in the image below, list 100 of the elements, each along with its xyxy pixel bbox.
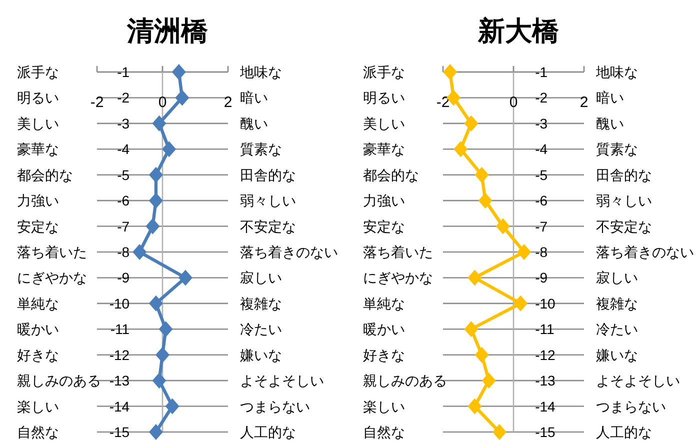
point <box>148 295 163 312</box>
text: つまらない <box>596 398 666 414</box>
text: 好きな <box>17 346 59 363</box>
text: 力強い <box>17 192 59 209</box>
text: 力強い <box>363 192 405 209</box>
text: 安定な <box>363 218 405 234</box>
point <box>517 244 532 260</box>
text: 落ち着いた <box>17 244 87 260</box>
text: 美しい <box>17 115 59 132</box>
text: 楽しい <box>17 398 59 414</box>
point <box>464 115 478 132</box>
y-tick-label: -8 <box>535 244 548 260</box>
text: 好きな <box>363 346 405 363</box>
y-tick-label: -3 <box>117 115 130 132</box>
text: 単純な <box>17 295 59 312</box>
text: 安定な <box>17 218 59 234</box>
text: 明るい <box>363 90 405 106</box>
point <box>152 115 166 132</box>
y-tick-label: -12 <box>109 346 130 363</box>
point <box>454 141 468 158</box>
x-tick-label: -2 <box>90 94 104 111</box>
text: 派手な <box>363 64 405 80</box>
point <box>162 141 176 158</box>
text: 暖かい <box>17 321 59 338</box>
y-tick-label: -4 <box>117 141 130 158</box>
y-tick-label: -15 <box>535 424 556 440</box>
text: 自然な <box>363 424 405 440</box>
y-tick-label: -9 <box>117 270 130 286</box>
y-tick-label: -6 <box>117 192 130 209</box>
text: 派手な <box>17 64 59 80</box>
point <box>464 321 478 338</box>
text: 寂しい <box>596 270 638 286</box>
point <box>132 244 147 260</box>
text: 弱々しい <box>596 192 652 209</box>
text: 人工的な <box>240 424 296 440</box>
text: 地味な <box>595 64 638 80</box>
text: 暗い <box>240 90 268 106</box>
y-tick-label: -14 <box>535 398 556 414</box>
text: 都会的な <box>17 166 73 183</box>
y-tick-label: -1 <box>535 64 548 80</box>
text: 醜い <box>240 115 268 132</box>
y-tick-label: -7 <box>535 218 548 234</box>
text: 人工的な <box>596 424 652 440</box>
point <box>468 398 482 414</box>
text: 質素な <box>240 141 282 158</box>
point <box>158 321 173 338</box>
y-tick-label: -8 <box>117 244 130 260</box>
y-tick-label: -5 <box>535 166 548 183</box>
text: 都会的な <box>363 166 419 183</box>
y-tick-label: -7 <box>117 218 130 234</box>
point <box>468 270 482 286</box>
text: 暖かい <box>363 321 405 338</box>
text: よそよそしい <box>240 372 324 389</box>
point <box>496 218 510 234</box>
x-tick-label: 0 <box>509 94 518 111</box>
text: 落ち着きのない <box>240 244 338 260</box>
point <box>482 372 496 389</box>
text: 美しい <box>363 115 405 132</box>
text: 豪華な <box>17 141 59 158</box>
point <box>146 218 160 234</box>
text: 不安定な <box>596 218 652 234</box>
text: 明るい <box>17 90 59 106</box>
y-tick-label: -11 <box>535 321 554 338</box>
x-tick-label: 2 <box>224 94 232 111</box>
text: 嫌いな <box>240 346 282 363</box>
text: 豪華な <box>363 141 405 158</box>
y-tick-label: -10 <box>109 295 130 312</box>
text: 不安定な <box>240 218 296 234</box>
y-tick-label: -1 <box>117 64 130 80</box>
point <box>148 166 163 183</box>
chart-title: 新大橋 <box>477 16 560 46</box>
point <box>165 398 180 414</box>
y-tick-label: -11 <box>110 321 130 338</box>
text: 楽しい <box>363 398 405 414</box>
x-tick-label: 0 <box>158 94 167 111</box>
text: にぎやかな <box>363 270 433 286</box>
y-tick-label: -4 <box>535 141 548 158</box>
y-tick-label: -13 <box>535 372 556 389</box>
y-tick-label: -3 <box>535 115 548 132</box>
text: 寂しい <box>240 270 282 286</box>
y-tick-label: -13 <box>109 372 130 389</box>
y-tick-label: -10 <box>535 295 556 312</box>
text: 暗い <box>596 90 624 106</box>
point <box>175 90 190 106</box>
point <box>178 270 192 286</box>
point <box>148 424 163 440</box>
text: 田舎的な <box>596 166 652 183</box>
y-tick-label: -6 <box>535 192 548 209</box>
text: 自然な <box>17 424 59 440</box>
y-tick-label: -15 <box>109 424 130 440</box>
text: 地味な <box>239 64 282 80</box>
text: 単純な <box>363 295 405 312</box>
point <box>148 192 163 209</box>
text: 嫌いな <box>596 346 638 363</box>
text: つまらない <box>240 398 310 414</box>
text: よそよそしい <box>596 372 680 389</box>
text: 複雑な <box>240 295 282 312</box>
point <box>156 346 170 363</box>
point <box>474 346 489 363</box>
point <box>152 372 166 389</box>
